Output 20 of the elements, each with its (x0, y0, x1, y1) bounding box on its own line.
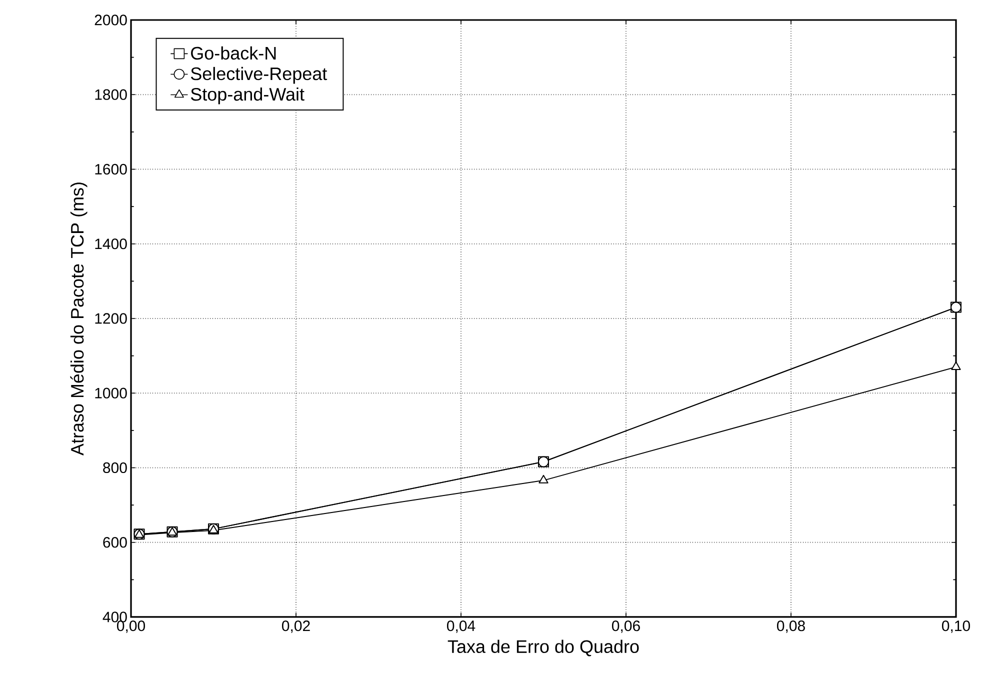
y-tick-label: 1200 (95, 313, 127, 324)
y-tick-label: 2000 (94, 14, 127, 26)
y-tick-label: 1800 (95, 89, 127, 100)
legend-label: Go-back-N (191, 46, 276, 60)
x-tick-label: 0,04 (446, 620, 476, 633)
y-tick-label: 600 (103, 537, 127, 548)
y-axis-title: Atraso Médio do Pacote TCP (ms) (70, 182, 88, 456)
y-tick-label: 400 (102, 612, 127, 622)
legend-label: Stop-and-Wait (190, 87, 304, 104)
x-axis-title: Taxa de Erro do Quadro (448, 640, 639, 656)
x-tick-label: 0,10 (942, 620, 970, 633)
x-tick-label: 0,02 (282, 620, 310, 633)
y-tick-label: 1400 (95, 238, 127, 250)
x-tick-label: 0,06 (612, 620, 640, 633)
x-tick-label: 0,00 (116, 620, 146, 633)
x-tick-label: 0,08 (776, 620, 805, 633)
y-tick-label: 800 (103, 462, 127, 474)
y-tick-label: 1600 (95, 164, 127, 175)
legend-label: Selective-Repeat (190, 66, 328, 84)
y-tick-label: 1000 (95, 388, 127, 398)
